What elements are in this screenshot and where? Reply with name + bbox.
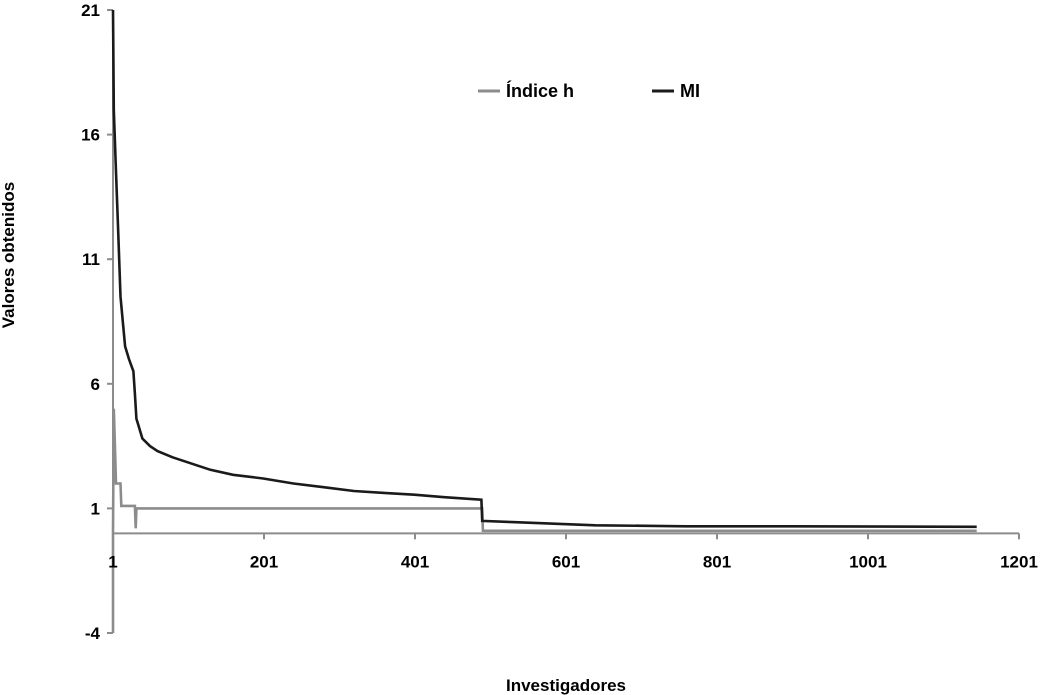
legend: Índice h MI [478, 80, 700, 101]
y-tick-labels: 21 16 11 6 1 -4 [81, 1, 100, 643]
x-tick-label: 601 [552, 552, 580, 571]
legend-label: Índice h [506, 80, 574, 101]
legend-label: MI [680, 81, 700, 101]
y-axis-title: Valores obtenidos [0, 182, 18, 328]
x-axis-title: Investigadores [506, 676, 626, 695]
x-tick-label: 201 [250, 552, 278, 571]
x-tick-labels: 1 201 401 601 801 1001 1201 [108, 552, 1038, 571]
x-tick-label: 1201 [1000, 552, 1038, 571]
x-tick-label: 1 [108, 552, 117, 571]
x-tick-label: 401 [401, 552, 429, 571]
x-tick-label: 1001 [849, 552, 887, 571]
y-tick-label: -4 [85, 624, 101, 643]
series-line-mi [111, 9, 977, 529]
x-tick-label: 801 [703, 552, 731, 571]
y-tick-label: 11 [82, 250, 100, 269]
y-tick-label: 1 [91, 499, 100, 518]
series-layer [111, 9, 977, 633]
axes [107, 9, 1020, 634]
series-line-indice-h [111, 408, 977, 633]
y-tick-label: 6 [91, 375, 100, 394]
y-tick-label: 16 [81, 126, 100, 145]
y-tick-label: 21 [81, 1, 100, 20]
